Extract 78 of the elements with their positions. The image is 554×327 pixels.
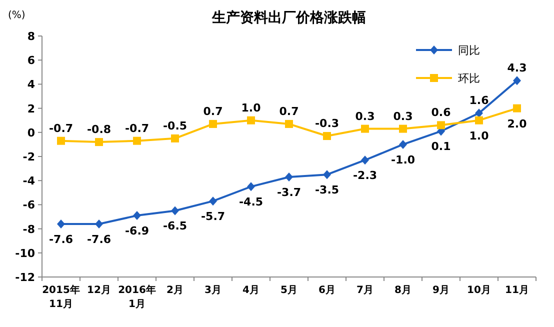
point xyxy=(513,104,521,112)
data-label: -0.7 xyxy=(124,122,150,135)
data-label: 2.0 xyxy=(507,117,528,130)
point xyxy=(209,196,217,206)
data-label: 1.0 xyxy=(241,101,262,114)
point xyxy=(209,120,217,128)
x-tick-label: 2016年 1月 xyxy=(118,284,156,310)
data-label: 0.7 xyxy=(279,104,299,118)
point xyxy=(95,219,103,228)
data-label: 0.3 xyxy=(355,110,375,123)
point xyxy=(57,136,65,145)
point xyxy=(247,116,255,124)
point xyxy=(361,124,369,133)
data-label: 0.6 xyxy=(431,106,452,120)
data-label: -7.6 xyxy=(86,232,112,246)
y-tick-label: 0 xyxy=(27,126,36,140)
data-label: -6.5 xyxy=(162,220,188,233)
y-tick-label: 2 xyxy=(27,102,35,116)
y-tick-label: -6 xyxy=(22,198,36,212)
x-tick-label: 10月 xyxy=(467,285,491,296)
data-label: -2.3 xyxy=(352,169,378,182)
x-tick-label: 11月 xyxy=(505,285,529,296)
data-label: -0.3 xyxy=(314,117,340,130)
point xyxy=(133,211,141,220)
x-tick-label: 5月 xyxy=(280,285,298,296)
point xyxy=(247,182,255,192)
y-tick-label: -10 xyxy=(15,246,36,260)
chart-title: 生产资料出厂价格涨跌幅 xyxy=(211,9,366,26)
x-tick-label: 6月 xyxy=(318,285,336,296)
data-label: -3.7 xyxy=(276,186,302,199)
legend-label: 环比 xyxy=(458,72,480,85)
point xyxy=(285,120,293,128)
data-label: -3.5 xyxy=(314,184,340,197)
point xyxy=(171,206,179,216)
point xyxy=(285,172,293,182)
y-tick-label: -2 xyxy=(22,150,35,164)
data-label: -0.7 xyxy=(48,122,74,135)
data-label: -6.9 xyxy=(124,224,150,238)
data-label: 0.3 xyxy=(393,110,413,123)
y-tick-label: 8 xyxy=(27,30,35,43)
point xyxy=(323,132,331,140)
data-label: -5.7 xyxy=(200,210,226,224)
x-tick-label: 2月 xyxy=(166,285,184,296)
data-label: 1.0 xyxy=(469,129,490,142)
y-axis-title: (%) xyxy=(8,10,26,21)
point xyxy=(399,124,407,133)
data-label: -0.5 xyxy=(162,119,188,132)
x-tick-label: 12月 xyxy=(87,285,111,296)
x-tick-label: 4月 xyxy=(242,285,260,296)
x-tick-label: 9月 xyxy=(432,285,450,296)
data-label: -1.0 xyxy=(390,153,416,166)
y-tick-label: -12 xyxy=(15,271,35,284)
point xyxy=(399,140,407,149)
y-tick-label: -8 xyxy=(22,222,35,236)
x-tick-label: 2015年 11月 xyxy=(42,284,80,310)
data-label: 0.1 xyxy=(431,140,451,154)
x-tick-label: 8月 xyxy=(394,285,412,296)
data-label: -0.8 xyxy=(86,123,112,136)
data-label: 1.6 xyxy=(469,94,490,108)
data-label: 4.3 xyxy=(507,62,527,75)
point xyxy=(361,156,369,165)
point xyxy=(95,138,103,146)
data-label: -7.6 xyxy=(48,232,74,246)
point xyxy=(133,136,141,145)
y-tick-label: -4 xyxy=(22,174,36,188)
x-tick-label: 7月 xyxy=(356,285,374,296)
legend-label: 同比 xyxy=(458,44,480,57)
point xyxy=(323,170,331,180)
point xyxy=(171,134,179,142)
point xyxy=(437,121,445,130)
x-tick-label: 3月 xyxy=(204,285,222,296)
point xyxy=(475,116,483,124)
data-label: 0.7 xyxy=(203,104,223,118)
data-label: -4.5 xyxy=(238,196,264,209)
y-tick-label: 4 xyxy=(27,78,36,92)
y-tick-label: 6 xyxy=(27,54,36,68)
point xyxy=(513,76,521,86)
point xyxy=(57,219,65,228)
